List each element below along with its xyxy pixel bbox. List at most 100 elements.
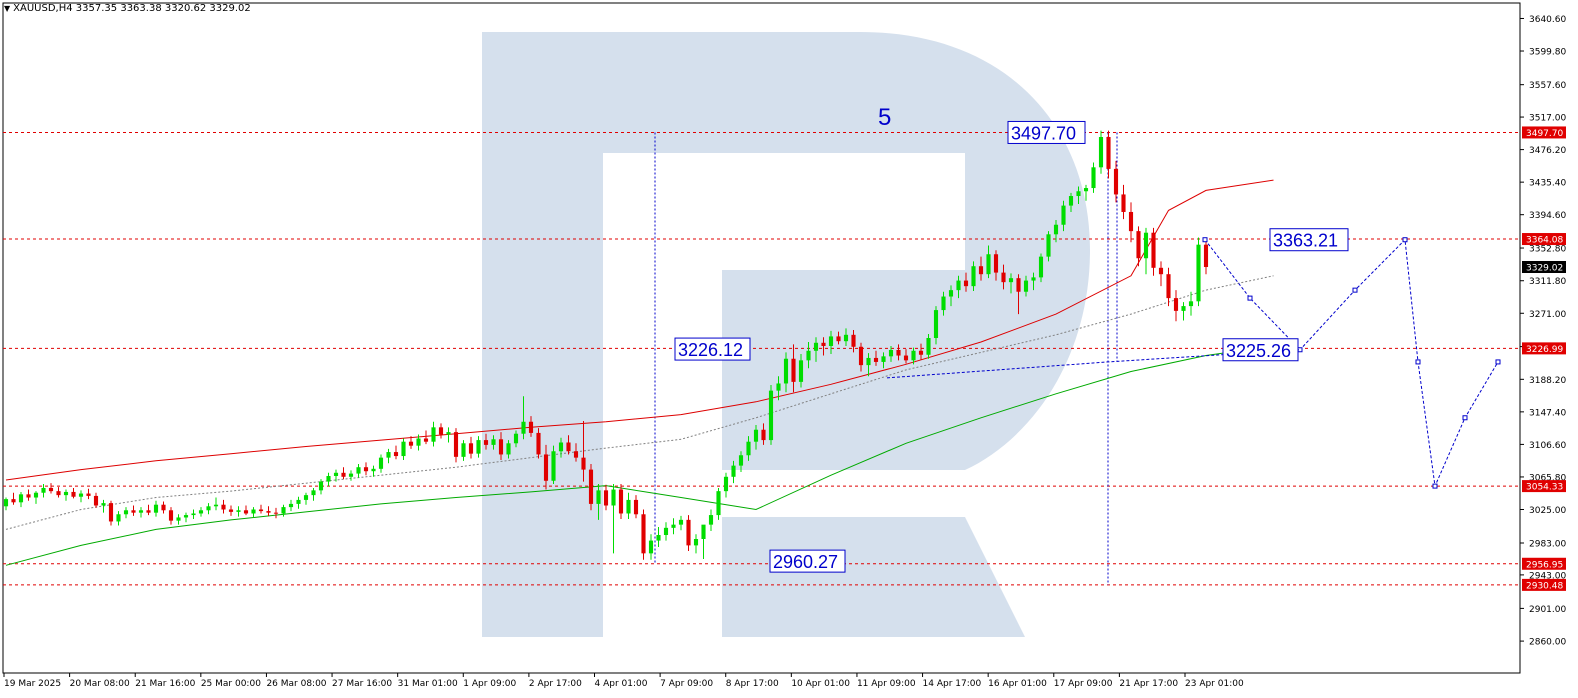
candle-body bbox=[498, 439, 504, 455]
candle-body bbox=[138, 510, 144, 513]
candle-body bbox=[33, 492, 39, 498]
candle-body bbox=[686, 519, 691, 546]
candle-body bbox=[1106, 137, 1111, 169]
y-tick-label: 3557.60 bbox=[1529, 81, 1566, 91]
candle-body bbox=[221, 504, 226, 510]
candle-body bbox=[423, 438, 429, 442]
candle-body bbox=[446, 432, 451, 435]
forecast-node bbox=[1247, 295, 1253, 301]
watermark-logo bbox=[482, 32, 1090, 637]
candle-body bbox=[528, 421, 534, 433]
candle-body bbox=[956, 280, 961, 291]
candle-body bbox=[183, 515, 189, 518]
candle-body bbox=[843, 334, 849, 342]
candle-body bbox=[1008, 278, 1014, 283]
candle-body bbox=[1023, 280, 1029, 292]
candle-body bbox=[678, 519, 684, 525]
candle-body bbox=[1113, 168, 1119, 195]
candle-body bbox=[558, 442, 564, 452]
y-tick-label: 3106.60 bbox=[1529, 441, 1566, 451]
candle-body bbox=[903, 355, 909, 361]
x-tick-label: 2 Apr 17:00 bbox=[529, 679, 582, 689]
x-tick-label: 10 Apr 01:00 bbox=[791, 679, 850, 689]
candle-body bbox=[41, 487, 46, 493]
candle-body bbox=[468, 443, 474, 454]
candle-body bbox=[963, 280, 969, 287]
candle-body bbox=[581, 457, 586, 470]
candle-body bbox=[813, 342, 819, 351]
candle-body bbox=[1038, 256, 1044, 278]
candle-body bbox=[378, 457, 384, 469]
price-level-tag bbox=[1522, 578, 1566, 591]
candle-body bbox=[858, 346, 864, 366]
candle-body bbox=[1083, 188, 1089, 192]
candle-body bbox=[851, 334, 856, 347]
x-tick-label: 21 Mar 16:00 bbox=[135, 679, 195, 689]
candle-body bbox=[641, 514, 646, 554]
symbol-label: XAUUSD,H4 bbox=[13, 3, 73, 14]
candle-body bbox=[626, 499, 631, 514]
candle-body bbox=[708, 515, 714, 525]
candle-body bbox=[3, 499, 9, 507]
ohlc-values: 3357.35 3363.38 3320.62 3329.02 bbox=[75, 3, 251, 14]
candle-body bbox=[453, 432, 459, 457]
candle-body bbox=[566, 442, 571, 452]
candle-body bbox=[791, 358, 796, 382]
candle-body bbox=[303, 495, 309, 500]
candle-body bbox=[633, 499, 639, 515]
candle-body bbox=[63, 491, 69, 496]
candle-body bbox=[536, 432, 541, 455]
x-tick-label: 26 Mar 08:00 bbox=[266, 679, 326, 689]
candle-body bbox=[1098, 137, 1104, 168]
forecast-node bbox=[1202, 237, 1208, 243]
chart-header: ▼ XAUUSD,H4 3357.35 3363.38 3320.62 3329.… bbox=[4, 3, 251, 14]
forecast-node bbox=[1432, 483, 1438, 489]
candle-body bbox=[243, 510, 249, 514]
forecast-node bbox=[1495, 359, 1501, 365]
candle-body bbox=[693, 539, 699, 546]
candle-body bbox=[768, 390, 774, 441]
candle-body bbox=[213, 504, 219, 507]
price-level-label: 3497.70 bbox=[1526, 129, 1563, 139]
y-tick-label: 3352.80 bbox=[1529, 245, 1566, 255]
y-tick-label: 3517.00 bbox=[1529, 114, 1566, 124]
price-level-tag bbox=[1522, 233, 1566, 246]
candle-body bbox=[1166, 274, 1171, 299]
candle-body bbox=[776, 383, 781, 391]
price-callout-box bbox=[674, 337, 751, 361]
candle-body bbox=[348, 473, 354, 477]
price-level-tag bbox=[1522, 557, 1566, 570]
price-level-tag bbox=[1522, 126, 1566, 139]
candle-body bbox=[356, 467, 361, 474]
candle-body bbox=[288, 503, 294, 508]
price-callout-label: 3226.12 bbox=[678, 340, 743, 360]
dropdown-arrow-icon[interactable]: ▼ bbox=[4, 4, 11, 13]
candle-body bbox=[971, 266, 976, 287]
candle-body bbox=[326, 475, 331, 482]
price-callout-box bbox=[1007, 120, 1086, 144]
candle-body bbox=[416, 438, 421, 446]
candle-body bbox=[131, 510, 136, 513]
wave-label: 5 bbox=[878, 104, 891, 131]
candle-body bbox=[48, 487, 54, 492]
x-tick-label: 16 Apr 01:00 bbox=[988, 679, 1047, 689]
candle-body bbox=[146, 510, 151, 513]
candle-body bbox=[86, 493, 91, 496]
candle-body bbox=[611, 489, 616, 506]
candle-body bbox=[828, 336, 834, 346]
candle-body bbox=[363, 467, 369, 472]
price-callout-label: 3225.26 bbox=[1226, 341, 1291, 361]
candle-body bbox=[701, 524, 706, 539]
candle-body bbox=[1136, 231, 1141, 259]
candle-body bbox=[318, 481, 324, 491]
candle-body bbox=[191, 513, 196, 516]
forecast-node bbox=[1402, 237, 1408, 243]
candle-body bbox=[1203, 244, 1209, 268]
candle-body bbox=[1121, 194, 1126, 212]
candle-body bbox=[738, 455, 744, 466]
y-tick-label: 3599.80 bbox=[1529, 48, 1566, 58]
candle-body bbox=[573, 451, 579, 458]
y-tick-label: 3065.80 bbox=[1529, 473, 1566, 483]
moving-average-line bbox=[5, 275, 1274, 530]
